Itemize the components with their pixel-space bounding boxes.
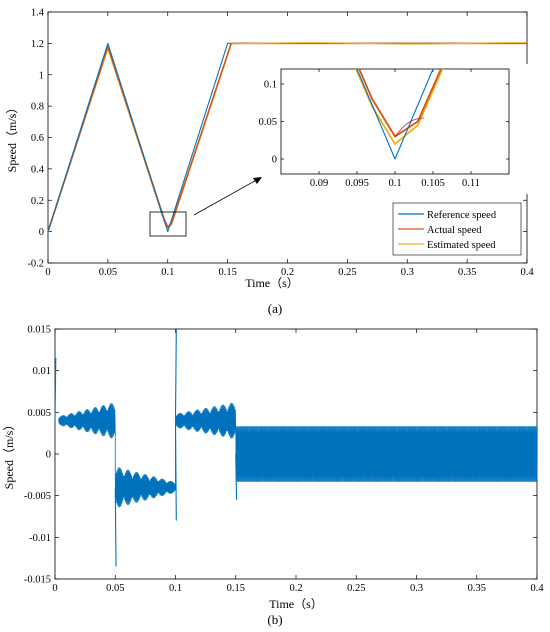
chart-a-y-axis-label: Speed（m/s） bbox=[5, 102, 19, 173]
chart-a-x-axis-label: Time（s） bbox=[245, 276, 299, 290]
series-spike bbox=[235, 453, 238, 500]
chart-a-y-tick-label: -0.2 bbox=[27, 259, 44, 270]
inset-y-tick-label: 0.05 bbox=[259, 117, 277, 128]
chart-a-inset: 0 0.05 0.1 0.09 0.095 0.1 0.105 0.11 bbox=[259, 64, 533, 194]
chart-b-series bbox=[54, 328, 538, 567]
inset-x-tick-label: 0.11 bbox=[462, 178, 480, 189]
chart-a-y-tick-label: 0.2 bbox=[31, 196, 44, 207]
series-spike bbox=[174, 328, 177, 421]
series-estimated-speed-ripple bbox=[231, 42, 526, 45]
chart-b-y-tick-label: -0.005 bbox=[24, 491, 51, 502]
inset-x-tick-label: 0.095 bbox=[345, 178, 369, 189]
chart-b-y-tick-label: -0.015 bbox=[24, 575, 51, 586]
chart-b-y-tick-label: 0.005 bbox=[27, 408, 51, 419]
zoom-arrow bbox=[193, 177, 261, 216]
chart-a-x-tick-label: 0.05 bbox=[99, 267, 117, 278]
chart-b-x-tick-label: 0.1 bbox=[169, 583, 182, 594]
chart-b-x-tick-label: 0.4 bbox=[530, 583, 544, 594]
series-spike bbox=[114, 487, 117, 567]
series-spike bbox=[174, 420, 177, 521]
chart-b-x-tick-label: 0.05 bbox=[106, 583, 124, 594]
inset-x-tick-label: 0.1 bbox=[388, 178, 401, 189]
chart-b-x-tick-label: 0.25 bbox=[347, 583, 365, 594]
inset-y-tick-label: 0 bbox=[272, 155, 277, 166]
legend-label-actual: Actual speed bbox=[427, 225, 482, 236]
chart-a-x-tick-label: 0.15 bbox=[218, 267, 236, 278]
chart-a-x-tick-label: 0 bbox=[45, 267, 50, 278]
inset-actual-speed-detail bbox=[394, 117, 424, 137]
chart-b-y-ticks: -0.015 -0.01 -0.005 0 0.005 0.01 0.015 bbox=[24, 325, 537, 586]
chart-b-x-tick-label: 0.35 bbox=[468, 583, 486, 594]
chart-b-y-tick-label: 0 bbox=[46, 450, 51, 461]
chart-a-x-tick-label: 0.3 bbox=[401, 267, 414, 278]
inset-series bbox=[354, 69, 444, 160]
legend-label-reference: Reference speed bbox=[427, 210, 497, 221]
zoom-arrow-head bbox=[253, 177, 262, 184]
panel-label-b: (b) bbox=[267, 612, 282, 627]
chart-b-y-tick-label: 0.015 bbox=[27, 325, 51, 336]
inset-y-ticks: 0 0.05 0.1 bbox=[259, 80, 509, 166]
chart-a: -0.200.20.40.60.811.21.4 0 0.05 0.1 0.15 0.2… bbox=[5, 8, 534, 317]
inset-series-estimated-speed bbox=[354, 69, 444, 145]
chart-a-series bbox=[47, 42, 527, 233]
zoom-region-box bbox=[149, 211, 187, 237]
inset-y-tick-label: 0.1 bbox=[264, 80, 277, 91]
inset-x-ticks: 0.09 0.095 0.1 0.105 0.11 bbox=[310, 69, 480, 189]
inset-x-tick-label: 0.105 bbox=[421, 178, 445, 189]
chart-b-y-tick-label: 0.01 bbox=[33, 366, 51, 377]
chart-b-x-axis-label: Time（s） bbox=[269, 597, 323, 611]
chart-a-y-tick-label: 1.2 bbox=[31, 39, 44, 50]
chart-a-y-tick-label: 1 bbox=[39, 70, 44, 81]
series-speed-error bbox=[58, 402, 538, 508]
chart-a-y-tick-label: 0.4 bbox=[31, 164, 45, 175]
chart-b-x-tick-label: 0 bbox=[52, 583, 57, 594]
chart-a-y-tick-label: 1.4 bbox=[31, 8, 45, 19]
inset-x-tick-label: 0.09 bbox=[310, 178, 328, 189]
chart-a-y-tick-label: 0.6 bbox=[31, 133, 44, 144]
chart-b-x-tick-label: 0.2 bbox=[289, 583, 302, 594]
chart-a-x-tick-label: 0.25 bbox=[338, 267, 356, 278]
inset-series-clip bbox=[354, 69, 444, 160]
chart-b-x-tick-label: 0.15 bbox=[227, 583, 245, 594]
chart-a-x-ticks: 0 0.05 0.1 0.15 0.2 0.25 0.3 0.35 0.4 bbox=[45, 12, 534, 278]
chart-b-y-tick-label: -0.01 bbox=[29, 533, 51, 544]
panel-label-a: (a) bbox=[268, 301, 282, 316]
chart-a-x-tick-label: 0.2 bbox=[281, 267, 294, 278]
chart-b-y-axis-label: Speed（m/s） bbox=[2, 419, 16, 490]
chart-a-x-tick-label: 0.1 bbox=[161, 267, 174, 278]
chart-a-x-tick-label: 0.4 bbox=[520, 267, 534, 278]
inset-plot-area bbox=[280, 68, 510, 175]
chart-b-x-ticks: 0 0.05 0.1 0.15 0.2 0.25 0.3 0.35 0.4 bbox=[52, 329, 544, 594]
chart-b: -0.015 -0.01 -0.005 0 0.005 0.01 0.015 0 0.05 0.… bbox=[2, 325, 544, 628]
chart-a-legend: Reference speed Actual speed Estimated s… bbox=[392, 202, 522, 256]
inset-series-reference-speed bbox=[356, 69, 434, 160]
chart-b-x-tick-label: 0.3 bbox=[410, 583, 423, 594]
chart-a-y-tick-label: 0.8 bbox=[31, 102, 44, 113]
series-spike bbox=[54, 358, 57, 421]
chart-a-x-tick-label: 0.35 bbox=[458, 267, 476, 278]
chart-a-y-tick-label: 0 bbox=[39, 227, 44, 238]
legend-label-estimated: Estimated speed bbox=[427, 240, 496, 251]
